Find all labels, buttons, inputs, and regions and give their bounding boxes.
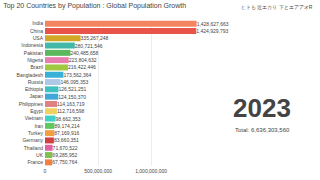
svg-text:500,000,000: 500,000,000 xyxy=(84,168,112,174)
svg-text:Indonesia: Indonesia xyxy=(21,42,43,48)
svg-text:Bangladesh: Bangladesh xyxy=(17,72,44,78)
svg-text:98,662,353: 98,662,353 xyxy=(55,116,80,122)
svg-text:ヒトも 近エカり 下とエアアオR: ヒトも 近エカり 下とエアアオR xyxy=(241,4,313,10)
svg-text:Nigeria: Nigeria xyxy=(27,57,43,63)
svg-text:Iran: Iran xyxy=(34,123,43,129)
svg-text:1,428,627,663: 1,428,627,663 xyxy=(197,21,229,27)
svg-text:Ethiopia: Ethiopia xyxy=(25,86,43,92)
svg-text:Russia: Russia xyxy=(28,79,44,85)
svg-text:Total: 6,636,303,560: Total: 6,636,303,560 xyxy=(235,127,290,133)
svg-text:126,521,251: 126,521,251 xyxy=(58,86,86,92)
svg-text:Thailand: Thailand xyxy=(24,145,43,151)
svg-text:2023: 2023 xyxy=(233,93,291,123)
svg-text:124,150,370: 124,150,370 xyxy=(58,94,86,100)
svg-text:India: India xyxy=(32,20,43,26)
svg-text:France: France xyxy=(27,159,43,165)
svg-text:112,716,598: 112,716,598 xyxy=(57,108,85,114)
svg-text:Vietnam: Vietnam xyxy=(25,115,43,121)
svg-text:280,721,546: 280,721,546 xyxy=(75,43,103,49)
svg-text:Turkey: Turkey xyxy=(28,130,44,136)
svg-text:67,750,764: 67,750,764 xyxy=(52,159,77,165)
svg-text:83,660,351: 83,660,351 xyxy=(54,137,79,143)
svg-text:173,562,364: 173,562,364 xyxy=(63,72,91,78)
svg-text:Germany: Germany xyxy=(22,137,43,143)
svg-text:1,000,000,000: 1,000,000,000 xyxy=(135,168,167,174)
svg-text:Japan: Japan xyxy=(29,93,43,99)
svg-text:China: China xyxy=(30,28,43,34)
svg-text:240,485,658: 240,485,658 xyxy=(71,50,99,56)
svg-text:71,670,522: 71,670,522 xyxy=(53,145,78,151)
svg-text:114,163,719: 114,163,719 xyxy=(57,101,85,107)
svg-text:Top 20 Countries by Population: Top 20 Countries by Population : Global … xyxy=(3,2,186,10)
svg-text:USA: USA xyxy=(33,35,44,41)
svg-text:Egypt: Egypt xyxy=(30,108,43,114)
svg-text:216,422,446: 216,422,446 xyxy=(68,64,96,70)
svg-text:Pakistan: Pakistan xyxy=(24,50,43,56)
svg-text:223,804,632: 223,804,632 xyxy=(69,57,97,63)
svg-text:1,424,929,793: 1,424,929,793 xyxy=(196,28,228,34)
svg-text:87,169,916: 87,169,916 xyxy=(54,130,79,136)
svg-text:89,174,214: 89,174,214 xyxy=(54,123,79,129)
svg-text:335,267,248: 335,267,248 xyxy=(81,35,109,41)
svg-text:UK: UK xyxy=(36,152,44,158)
svg-text:Philippines: Philippines xyxy=(19,101,44,107)
svg-text:69,285,952: 69,285,952 xyxy=(52,152,77,158)
svg-text:Brazil: Brazil xyxy=(30,64,43,70)
svg-text:146,095,353: 146,095,353 xyxy=(61,79,89,85)
svg-text:0: 0 xyxy=(44,168,47,174)
